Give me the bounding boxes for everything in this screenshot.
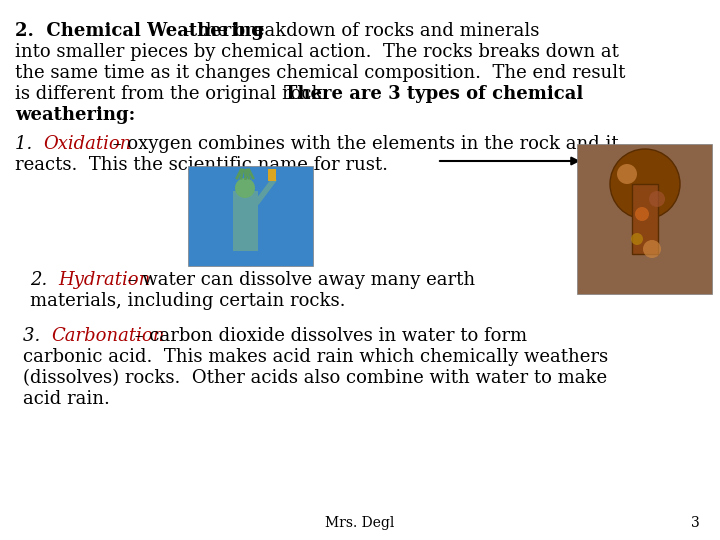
Text: Oxidation: Oxidation [43,135,132,153]
Text: into smaller pieces by chemical action.  The rocks breaks down at: into smaller pieces by chemical action. … [15,43,619,61]
Circle shape [235,178,255,198]
Text: is different from the original rock.: is different from the original rock. [15,85,340,103]
Text: Hydration: Hydration [58,271,150,289]
Bar [188,166,313,266]
Text: 2.: 2. [30,271,59,289]
Text: 3: 3 [691,516,700,530]
Circle shape [643,240,661,258]
Circle shape [617,164,637,184]
Text: (dissolves) rocks.  Other acids also combine with water to make: (dissolves) rocks. Other acids also comb… [23,369,607,387]
Circle shape [610,149,680,219]
Circle shape [635,207,649,221]
Text: reacts.  This the scientific name for rust.: reacts. This the scientific name for rus… [15,156,388,174]
Text: Carbonation: Carbonation [51,327,165,345]
Text: Mrs. Degl: Mrs. Degl [325,516,395,530]
Bar [268,169,276,181]
Text: acid rain.: acid rain. [23,390,110,408]
Text: – water can dissolve away many earth: – water can dissolve away many earth [122,271,475,289]
Text: 1.: 1. [15,135,44,153]
Text: – the breakdown of rocks and minerals: – the breakdown of rocks and minerals [178,22,539,40]
Circle shape [631,233,643,245]
Text: materials, including certain rocks.: materials, including certain rocks. [30,292,346,310]
Text: 3.: 3. [23,327,52,345]
Text: There are 3 types of chemical: There are 3 types of chemical [284,85,583,103]
Text: – oxygen combines with the elements in the rock and it: – oxygen combines with the elements in t… [107,135,618,153]
Text: weathering:: weathering: [15,106,135,124]
Text: 2.  Chemical Weathering: 2. Chemical Weathering [15,22,264,40]
Bar [233,191,258,251]
Text: – carbon dioxide dissolves in water to form: – carbon dioxide dissolves in water to f… [130,327,527,345]
Text: carbonic acid.  This makes acid rain which chemically weathers: carbonic acid. This makes acid rain whic… [23,348,608,366]
Bar [632,184,658,254]
Circle shape [649,191,665,207]
Bar [577,144,712,294]
Text: the same time as it changes chemical composition.  The end result: the same time as it changes chemical com… [15,64,626,82]
